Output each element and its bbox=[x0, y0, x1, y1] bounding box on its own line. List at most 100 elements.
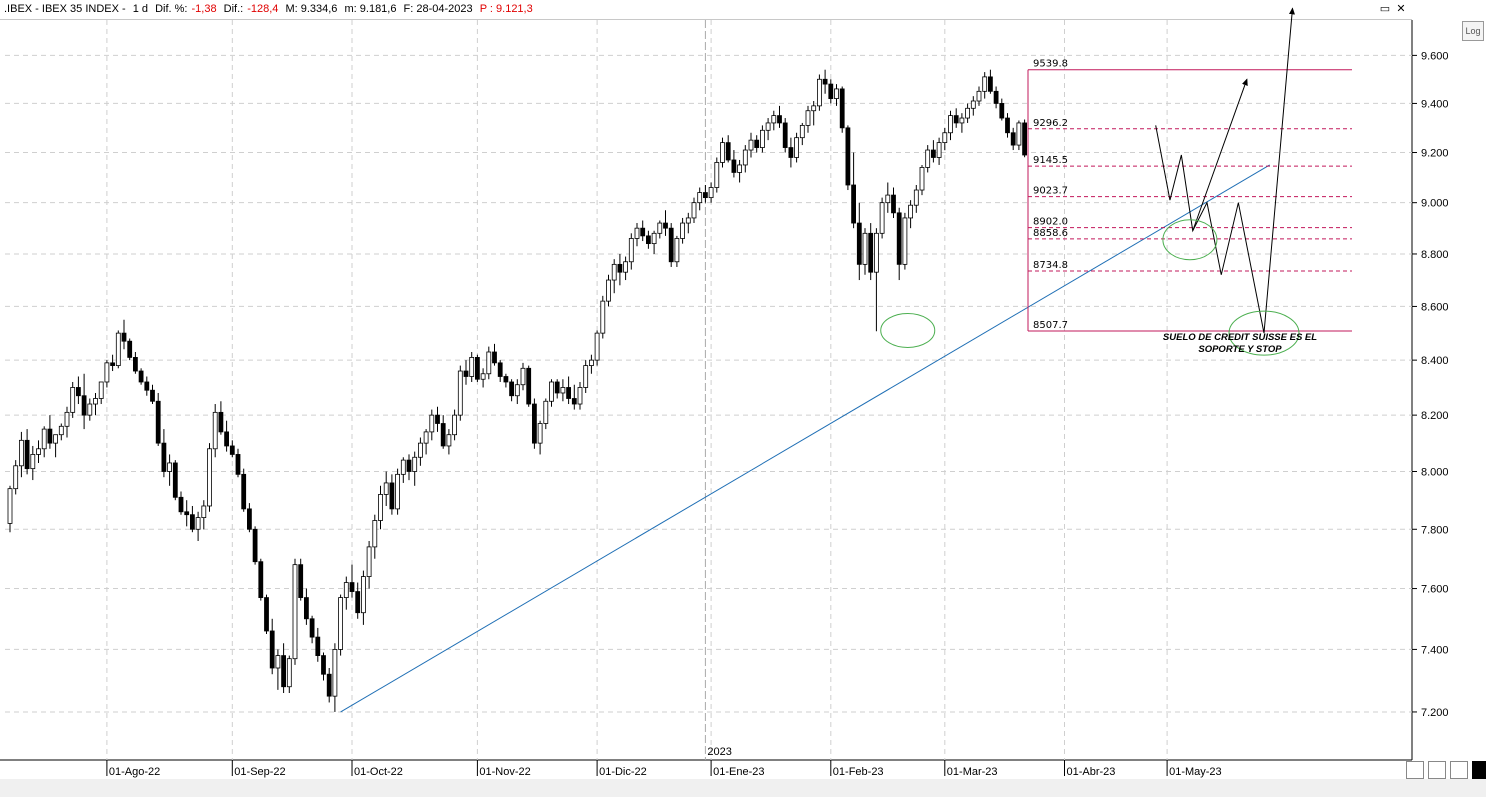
candle-body bbox=[851, 184, 856, 224]
candle bbox=[628, 233, 634, 270]
candle bbox=[286, 655, 292, 694]
projection-path bbox=[1155, 7, 1295, 334]
candle-body bbox=[925, 149, 931, 168]
candle-body bbox=[138, 370, 144, 383]
candle-body bbox=[891, 194, 896, 214]
projection-layer bbox=[880, 7, 1300, 356]
candle bbox=[406, 454, 412, 481]
candle bbox=[343, 576, 349, 610]
candle-body bbox=[862, 232, 868, 265]
candle-body bbox=[680, 222, 685, 239]
candle-body bbox=[36, 448, 41, 455]
candle-body bbox=[457, 370, 463, 416]
candle bbox=[851, 152, 856, 229]
grid bbox=[0, 20, 1413, 761]
candle bbox=[891, 187, 896, 218]
close-icon[interactable]: ✕ bbox=[1396, 3, 1406, 15]
chevron-down-icon[interactable] bbox=[1406, 761, 1424, 779]
candle-body bbox=[281, 655, 287, 688]
candle bbox=[663, 210, 668, 236]
candle bbox=[252, 526, 258, 565]
x-tick-label: 01-Oct-22 bbox=[354, 766, 403, 778]
candle-body bbox=[560, 387, 566, 394]
candle-body bbox=[132, 357, 138, 372]
bottom-scrollbar[interactable] bbox=[0, 779, 1486, 797]
dif-pct-label: Dif. %: bbox=[155, 3, 188, 15]
candle-body bbox=[611, 263, 617, 281]
candle bbox=[207, 443, 212, 512]
year-label: 2023 bbox=[707, 746, 731, 758]
candle bbox=[383, 471, 389, 506]
candle bbox=[908, 200, 913, 229]
candle-body bbox=[275, 655, 281, 669]
candle-body bbox=[651, 232, 657, 245]
candle-body bbox=[326, 673, 332, 697]
candle-body bbox=[81, 395, 87, 416]
candle bbox=[765, 118, 771, 141]
candle bbox=[754, 135, 760, 153]
candle-body bbox=[976, 90, 982, 102]
candle bbox=[594, 330, 600, 366]
candle bbox=[839, 86, 845, 133]
log-scale-button[interactable]: Log bbox=[1462, 21, 1484, 41]
x-tick-label: 01-Nov-22 bbox=[479, 766, 530, 778]
candle-body bbox=[58, 425, 64, 436]
candle-body bbox=[440, 423, 446, 447]
restore-icon[interactable]: ▭ bbox=[1379, 3, 1391, 15]
annotation-line-2: SOPORTE Y STOP bbox=[1198, 344, 1282, 355]
candle-body bbox=[13, 465, 19, 490]
candle-body bbox=[412, 456, 418, 472]
x-tick-label: 01-Ago-22 bbox=[109, 766, 160, 778]
candle-body bbox=[503, 376, 509, 383]
candle-body bbox=[264, 597, 269, 632]
candle bbox=[993, 86, 999, 109]
candle-body bbox=[235, 454, 241, 475]
save-icon[interactable] bbox=[1428, 761, 1446, 779]
color-square-icon[interactable] bbox=[1472, 761, 1486, 779]
candle-body bbox=[144, 381, 150, 391]
trendline-layer bbox=[340, 164, 1270, 713]
candle-body bbox=[737, 164, 742, 173]
candle-body bbox=[514, 384, 520, 397]
candle bbox=[81, 373, 87, 430]
y-tick-label: 7.600 bbox=[1421, 584, 1449, 596]
candle bbox=[1016, 120, 1022, 151]
candle bbox=[372, 514, 378, 559]
candle bbox=[685, 212, 691, 234]
candle bbox=[76, 376, 81, 405]
candle-body bbox=[309, 618, 315, 638]
candle bbox=[976, 86, 982, 106]
candle bbox=[446, 429, 452, 455]
price-value: P : 9.121,3 bbox=[479, 3, 533, 15]
level-label: 8734.8 bbox=[1033, 260, 1068, 271]
candle-body bbox=[714, 162, 720, 188]
candle-body bbox=[965, 107, 970, 119]
bottom-icons bbox=[1406, 761, 1486, 779]
candle-body bbox=[868, 232, 874, 273]
candle bbox=[583, 360, 589, 393]
candle-body bbox=[834, 88, 839, 99]
candle-body bbox=[520, 367, 526, 386]
candle bbox=[360, 570, 366, 625]
candle-body bbox=[315, 636, 321, 656]
candle-body bbox=[703, 192, 708, 199]
candle bbox=[714, 157, 720, 193]
candle bbox=[970, 96, 976, 116]
candle bbox=[953, 108, 959, 128]
candle bbox=[121, 319, 127, 350]
timeframe-label[interactable]: 1 d bbox=[132, 3, 149, 15]
candle bbox=[554, 379, 560, 399]
candle bbox=[896, 207, 902, 281]
candle bbox=[509, 379, 515, 402]
candle bbox=[862, 228, 868, 275]
candle bbox=[760, 125, 765, 153]
candle-body bbox=[782, 122, 788, 148]
candle bbox=[697, 187, 703, 211]
pin-icon[interactable] bbox=[1450, 761, 1468, 779]
candle bbox=[87, 398, 93, 421]
candle bbox=[657, 220, 663, 239]
candle-body bbox=[799, 124, 805, 139]
candle-body bbox=[953, 115, 959, 124]
candle-body bbox=[115, 332, 121, 366]
